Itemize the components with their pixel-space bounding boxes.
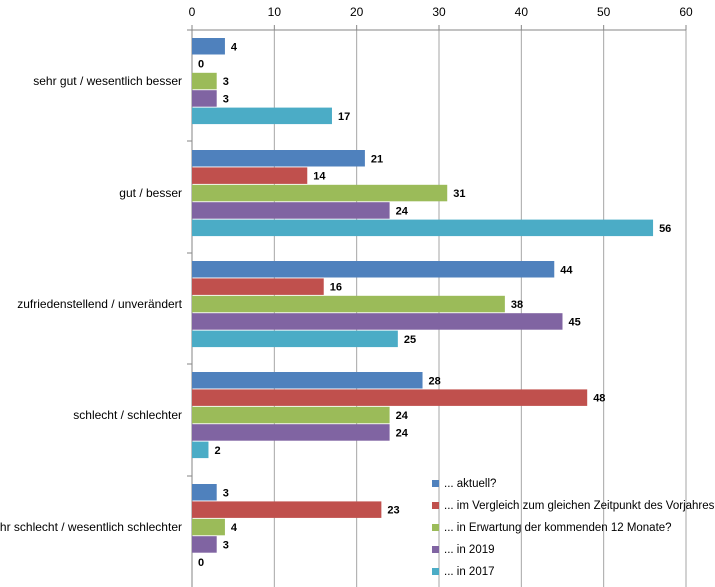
x-tick-label: 10	[268, 5, 282, 19]
data-label: 31	[453, 188, 465, 200]
bar	[192, 107, 332, 125]
data-label: 3	[223, 487, 229, 499]
bar	[192, 536, 217, 553]
bar	[192, 484, 217, 501]
data-label: 45	[569, 316, 581, 328]
legend-swatch	[432, 524, 439, 531]
bar	[192, 90, 217, 107]
category-labels: sehr gut / wesentlich besser gut / besser…	[0, 74, 183, 534]
data-label: 21	[371, 153, 383, 165]
data-label: 3	[223, 93, 229, 105]
data-label: 28	[429, 375, 441, 387]
data-label: 17	[338, 111, 350, 123]
bar	[192, 219, 654, 237]
bar	[192, 38, 225, 55]
data-label: 3	[223, 76, 229, 88]
x-tick-label: 50	[597, 5, 611, 19]
x-tick-label: 40	[515, 5, 529, 19]
bar	[192, 330, 398, 348]
data-label: 4	[231, 41, 238, 53]
data-label: 3	[223, 539, 229, 551]
category-label: gut / besser	[119, 186, 182, 200]
data-label: 38	[511, 299, 523, 311]
bar	[192, 389, 588, 406]
category-label: schlecht / schlechter	[73, 408, 182, 422]
bar	[192, 295, 505, 313]
x-tick-label: 20	[350, 5, 364, 19]
bar	[192, 278, 324, 295]
category-label: sehr gut / wesentlich besser	[33, 74, 182, 88]
data-label: 24	[396, 205, 409, 217]
legend-swatch	[432, 568, 439, 575]
data-label: 24	[396, 410, 409, 422]
bar	[192, 202, 390, 219]
category-label: zufriedenstellend / unverändert	[17, 297, 182, 311]
bar	[192, 501, 382, 518]
legend-entry: ... im Vergleich zum gleichen Zeitpunkt …	[444, 500, 715, 512]
data-label: 0	[198, 557, 204, 569]
legend: ... aktuell? ... im Vergleich zum gleiche…	[432, 478, 715, 578]
legend-entry: ... aktuell?	[444, 478, 496, 490]
bar	[192, 150, 365, 167]
data-label: 24	[396, 427, 409, 439]
x-axis-ticks: 0 10 20 30 40 50 60	[189, 5, 693, 30]
bar	[192, 424, 390, 441]
x-tick-label: 60	[679, 5, 693, 19]
data-label: 56	[659, 223, 671, 235]
legend-entry: ... in Erwartung der kommenden 12 Monate…	[444, 522, 672, 534]
data-labels: 4033172114312456441638452528482424232343…	[198, 41, 671, 569]
bar	[192, 372, 423, 389]
x-tick-label: 30	[432, 5, 446, 19]
bar	[192, 518, 225, 536]
data-label: 44	[560, 264, 573, 276]
bar	[192, 406, 390, 424]
legend-entry: ... in 2019	[444, 544, 495, 556]
bar	[192, 313, 563, 330]
data-label: 23	[387, 505, 399, 517]
legend-swatch	[432, 480, 439, 487]
bar	[192, 167, 308, 184]
bar	[192, 72, 217, 90]
legend-swatch	[432, 502, 439, 509]
data-label: 25	[404, 334, 416, 346]
data-label: 16	[330, 282, 342, 294]
data-label: 2	[214, 445, 220, 457]
category-label: sehr schlecht / wesentlich schlechter	[0, 520, 182, 534]
data-label: 48	[593, 393, 605, 405]
bar	[192, 441, 209, 459]
bar	[192, 261, 555, 278]
legend-entry: ... in 2017	[444, 566, 495, 578]
data-label: 14	[313, 171, 326, 183]
bar	[192, 184, 448, 202]
data-label: 0	[198, 59, 204, 71]
legend-swatch	[432, 546, 439, 553]
x-tick-label: 0	[189, 5, 196, 19]
data-label: 4	[231, 522, 238, 534]
bars	[192, 38, 654, 553]
